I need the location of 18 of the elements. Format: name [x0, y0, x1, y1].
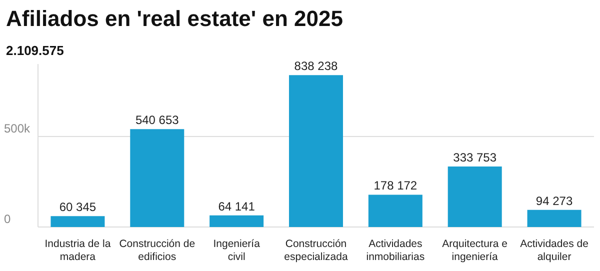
x-tick-label: Construcción especializada	[284, 238, 348, 263]
data-label: 60 345	[59, 200, 96, 214]
y-tick-label: 0	[4, 212, 11, 226]
x-tick-label: Actividades de alquiler	[520, 238, 589, 263]
x-tick-label: Arquitectura e ingeniería	[442, 238, 508, 263]
x-tick-label: Ingeniería civil	[213, 238, 260, 263]
x-tick-label: Industria de la madera	[44, 238, 111, 263]
data-label: 333 753	[453, 150, 497, 165]
data-label: 178 172	[374, 178, 418, 193]
chart-subtitle: 2.109.575	[6, 43, 64, 58]
y-tick-label: 500k	[4, 121, 32, 136]
data-label: 64 141	[218, 199, 256, 214]
x-tick-label: Actividades inmobiliarias	[366, 238, 425, 263]
chart-title: Afiliados en 'real estate' en 2025	[6, 6, 343, 32]
data-label: 94 273	[536, 194, 573, 208]
data-label: 838 238	[294, 59, 338, 74]
x-tick-label: Construcción de edificios	[119, 238, 196, 263]
data-label: 540 653	[135, 113, 180, 128]
